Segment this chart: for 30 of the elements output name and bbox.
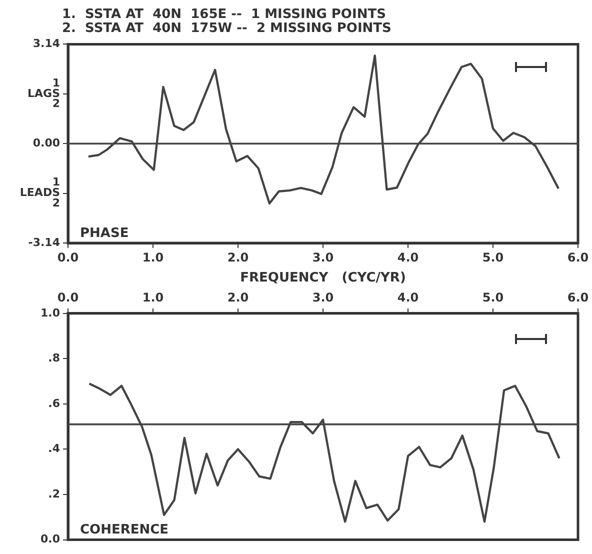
x-tick-label: 2.0 (227, 290, 249, 304)
y-tick-label: .2 (48, 487, 60, 500)
chart-title: 1. SSTA AT 40N 165E -- 1 MISSING POINTS (62, 7, 387, 22)
y-tick-label: 1 LEADS 2 (20, 176, 60, 210)
x-tick-label: 2.0 (227, 250, 249, 264)
y-tick-label: -3.14 (28, 236, 60, 249)
annotation: COHERENCE (80, 522, 169, 538)
x-tick-label: 5.0 (482, 290, 504, 304)
y-tick-label: .4 (48, 442, 60, 456)
x-tick-label: 4.0 (397, 290, 419, 304)
y-tick-label: .8 (48, 352, 60, 365)
y-tick-label: 0.00 (32, 136, 60, 150)
x-tick-label: 3.0 (312, 290, 334, 304)
x-tick-label: 0.0 (57, 290, 79, 304)
annotation: PHASE (80, 226, 129, 241)
y-tick-label: 0.0 (40, 532, 60, 546)
x-axis-title: FREQUENCY (CYC/YR) (240, 270, 406, 286)
x-tick-label: 6.0 (567, 250, 589, 264)
x-tick-label: 1.0 (142, 250, 164, 264)
y-tick-label: 1 LAGS 2 (28, 76, 60, 110)
x-tick-label: 4.0 (397, 250, 419, 264)
chart-subtitle: 2. SSTA AT 40N 175W -- 2 MISSING POINTS (62, 21, 392, 36)
y-tick-label: 1.0 (40, 306, 60, 320)
x-tick-label: 3.0 (312, 250, 334, 264)
y-tick-label: .6 (48, 396, 60, 410)
x-tick-label: 5.0 (482, 250, 504, 264)
x-tick-label: 1.0 (142, 290, 164, 304)
x-tick-label: 0.0 (57, 250, 79, 264)
x-tick-label: 6.0 (567, 290, 589, 304)
y-tick-label: 3.14 (32, 37, 60, 50)
